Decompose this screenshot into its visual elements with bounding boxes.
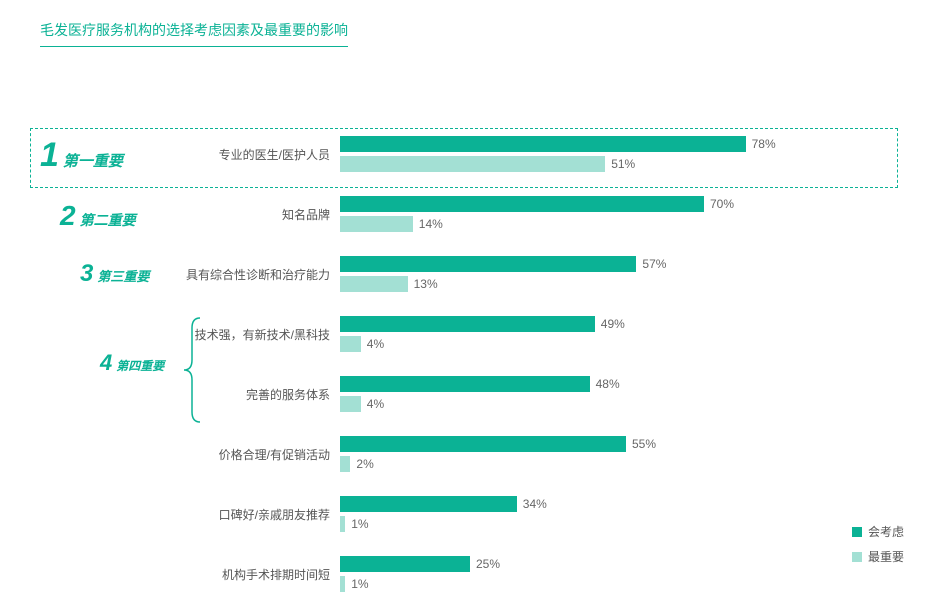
legend-item-most: 最重要 — [852, 548, 904, 565]
value-consider: 70% — [710, 197, 734, 211]
value-most: 13% — [414, 277, 438, 291]
value-consider: 48% — [596, 377, 620, 391]
value-most: 1% — [351, 517, 368, 531]
category-label: 专业的医生/医护人员 — [30, 146, 330, 163]
chart-title-wrap: 毛发医疗服务机构的选择考虑因素及最重要的影响 — [40, 20, 348, 47]
bar-row: 价格合理/有促销活动 55% 2% — [30, 430, 910, 490]
bar-most: 51% — [340, 156, 605, 172]
bar-group: 49% 4% — [340, 316, 595, 352]
bar-group: 34% 1% — [340, 496, 517, 532]
bar-row: 完善的服务体系 48% 4% — [30, 370, 910, 430]
bar-group: 57% 13% — [340, 256, 636, 292]
legend-swatch-most — [852, 552, 862, 562]
bar-row: 机构手术排期时间短 25% 1% — [30, 550, 910, 610]
value-most: 14% — [419, 217, 443, 231]
category-label: 口碑好/亲戚朋友推荐 — [30, 506, 330, 523]
legend-swatch-consider — [852, 527, 862, 537]
bar-group: 25% 1% — [340, 556, 470, 592]
bar-most: 2% — [340, 456, 350, 472]
category-label: 具有综合性诊断和治疗能力 — [30, 266, 330, 283]
bar-group: 48% 4% — [340, 376, 590, 412]
value-most: 51% — [611, 157, 635, 171]
bar-consider: 57% — [340, 256, 636, 272]
bar-group: 70% 14% — [340, 196, 704, 232]
bar-rows: 专业的医生/医护人员 78% 51% 知名品牌 70% 14% 具有综合性诊断和治疗能力 57… — [30, 130, 910, 610]
bar-row: 专业的医生/医护人员 78% 51% — [30, 130, 910, 190]
legend-item-consider: 会考虑 — [852, 523, 904, 540]
category-label: 知名品牌 — [30, 206, 330, 223]
legend-label-most: 最重要 — [868, 548, 904, 565]
chart-title: 毛发医疗服务机构的选择考虑因素及最重要的影响 — [40, 20, 348, 40]
category-label: 机构手术排期时间短 — [30, 566, 330, 583]
bar-row: 技术强，有新技术/黑科技 49% 4% — [30, 310, 910, 370]
bar-most: 14% — [340, 216, 413, 232]
bar-consider: 70% — [340, 196, 704, 212]
bar-most: 1% — [340, 516, 345, 532]
value-consider: 57% — [642, 257, 666, 271]
category-label: 完善的服务体系 — [30, 386, 330, 403]
bar-consider: 48% — [340, 376, 590, 392]
value-consider: 25% — [476, 557, 500, 571]
value-most: 4% — [367, 397, 384, 411]
bar-most: 13% — [340, 276, 408, 292]
legend: 会考虑 最重要 — [852, 515, 904, 565]
category-label: 技术强，有新技术/黑科技 — [30, 326, 330, 343]
category-label: 价格合理/有促销活动 — [30, 446, 330, 463]
value-most: 2% — [356, 457, 373, 471]
value-most: 1% — [351, 577, 368, 591]
bar-consider: 34% — [340, 496, 517, 512]
bar-row: 具有综合性诊断和治疗能力 57% 13% — [30, 250, 910, 310]
bar-most: 4% — [340, 336, 361, 352]
bar-group: 55% 2% — [340, 436, 626, 472]
bar-row: 口碑好/亲戚朋友推荐 34% 1% — [30, 490, 910, 550]
bar-row: 知名品牌 70% 14% — [30, 190, 910, 250]
legend-label-consider: 会考虑 — [868, 523, 904, 540]
bar-most: 4% — [340, 396, 361, 412]
bar-consider: 49% — [340, 316, 595, 332]
chart-area: 1 第一重要 2 第二重要 3 第三重要 4 第四重要 专业的医生/医护人员78… — [30, 130, 910, 610]
bar-consider: 55% — [340, 436, 626, 452]
bar-consider: 25% — [340, 556, 470, 572]
value-consider: 55% — [632, 437, 656, 451]
value-consider: 34% — [523, 497, 547, 511]
bar-consider: 78% — [340, 136, 746, 152]
value-consider: 78% — [752, 137, 776, 151]
bar-group: 78% 51% — [340, 136, 746, 172]
bar-most: 1% — [340, 576, 345, 592]
value-consider: 49% — [601, 317, 625, 331]
value-most: 4% — [367, 337, 384, 351]
